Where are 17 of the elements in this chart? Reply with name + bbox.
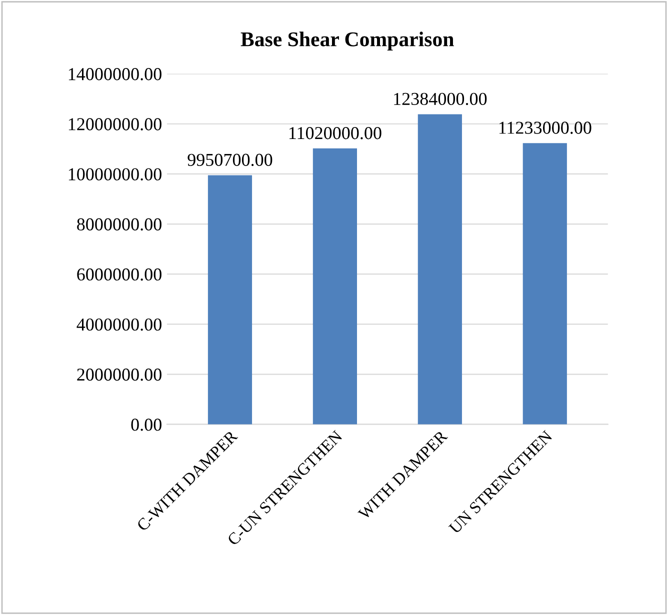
data-label: 12384000.00 xyxy=(394,92,487,106)
bar xyxy=(208,175,252,424)
y-tick-label: 8000000.00 xyxy=(77,218,162,231)
y-tick-label: 0.00 xyxy=(131,418,162,431)
y-tick-label: 6000000.00 xyxy=(77,268,162,281)
bar xyxy=(312,148,357,424)
y-tick-label: 4000000.00 xyxy=(76,318,162,331)
data-label: 11233000.00 xyxy=(499,122,592,134)
bar xyxy=(522,143,567,424)
data-label: 9950700.00 xyxy=(188,154,272,166)
y-tick-label: 12000000.00 xyxy=(68,118,162,130)
data-label: 11020000.00 xyxy=(289,127,382,140)
y-tick-label: 10000000.00 xyxy=(68,168,162,180)
y-tick-label: 14000000.00 xyxy=(68,68,162,80)
bar xyxy=(418,114,462,424)
chart-title: Base Shear Comparison xyxy=(240,32,454,51)
y-tick-label: 2000000.00 xyxy=(77,368,162,381)
